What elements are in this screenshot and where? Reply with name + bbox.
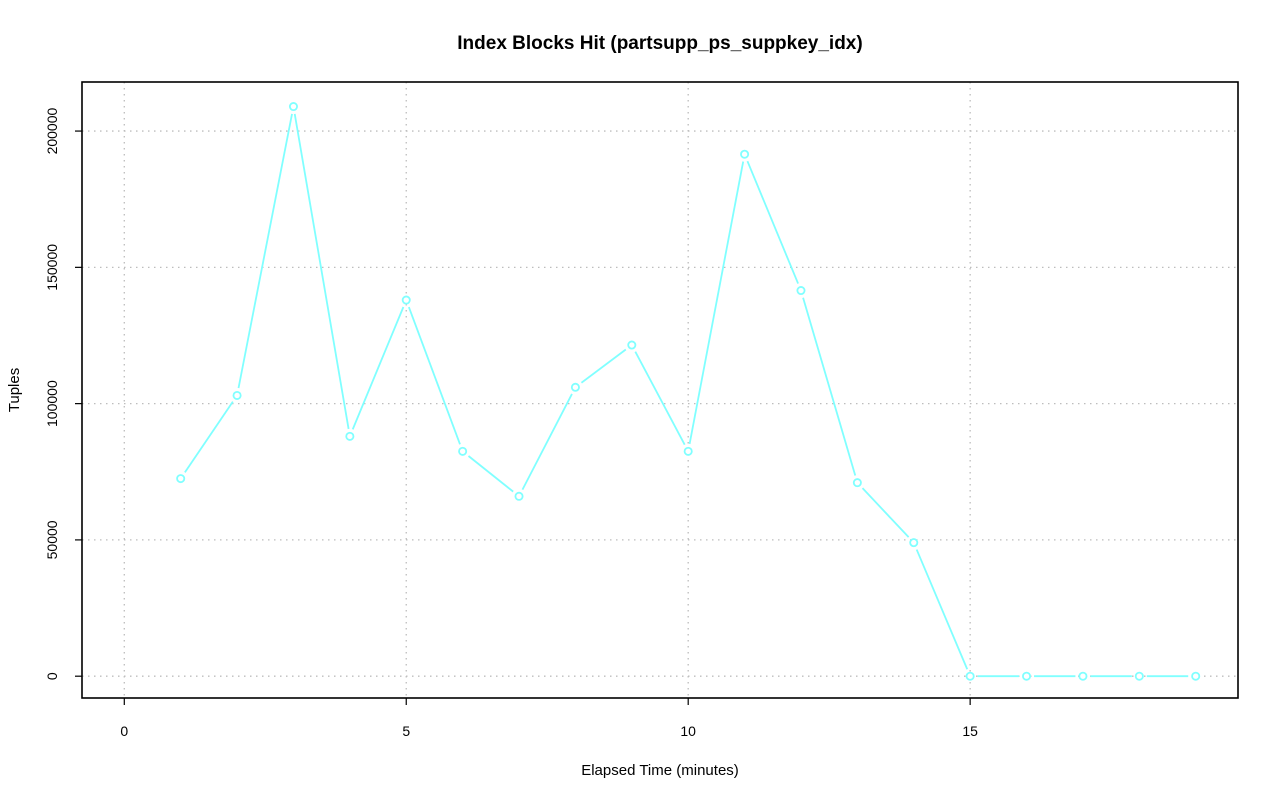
grid-layer	[82, 82, 1238, 698]
x-tick-label: 0	[120, 723, 128, 739]
data-point	[796, 286, 806, 296]
data-point	[1022, 671, 1032, 681]
series-line-segment	[580, 348, 627, 384]
chart-title: Index Blocks Hit (partsupp_ps_suppkey_id…	[457, 33, 862, 54]
data-point	[1078, 671, 1088, 681]
x-axis-label: Elapsed Time (minutes)	[581, 762, 739, 779]
data-point	[176, 474, 186, 484]
series-layer	[176, 102, 1201, 681]
y-axis: 0 50000 100000 150000 200000	[44, 107, 82, 680]
series-line-segment	[184, 401, 234, 473]
data-point	[683, 446, 693, 456]
data-point	[1191, 671, 1201, 681]
data-point	[627, 340, 637, 350]
series-line-segment	[408, 306, 461, 445]
data-point	[852, 478, 862, 488]
data-point	[232, 390, 242, 400]
data-point	[458, 446, 468, 456]
series-line-segment	[802, 297, 857, 476]
data-point	[740, 149, 750, 159]
x-axis: 0 5 10 15	[120, 698, 978, 739]
series-line-segment	[688, 161, 745, 445]
data-point	[965, 671, 975, 681]
data-point	[570, 382, 580, 392]
data-point	[514, 491, 524, 501]
x-tick-label: 10	[680, 723, 696, 739]
series-line-segment	[746, 160, 799, 284]
y-tick-label: 0	[44, 672, 60, 680]
x-tick-label: 15	[962, 723, 978, 739]
y-tick-label: 100000	[44, 380, 60, 427]
y-tick-label: 150000	[44, 244, 60, 291]
data-point	[401, 295, 411, 305]
data-point	[345, 431, 355, 441]
series-line-segment	[293, 113, 350, 430]
data-point	[1134, 671, 1144, 681]
y-tick-label: 50000	[44, 520, 60, 559]
y-axis-label: Tuples	[6, 368, 23, 412]
data-point	[909, 538, 919, 548]
data-point	[288, 102, 298, 112]
series-line-segment	[351, 306, 405, 430]
series-line-segment	[467, 455, 514, 493]
x-tick-label: 5	[402, 723, 410, 739]
series-line-segment	[521, 393, 573, 491]
y-tick-label: 200000	[44, 107, 60, 154]
plot-frame	[81, 81, 1239, 699]
series-line-segment	[634, 351, 686, 446]
series-line-segment	[861, 487, 910, 538]
series-line-segment	[915, 549, 969, 670]
series-line-segment	[237, 113, 293, 389]
